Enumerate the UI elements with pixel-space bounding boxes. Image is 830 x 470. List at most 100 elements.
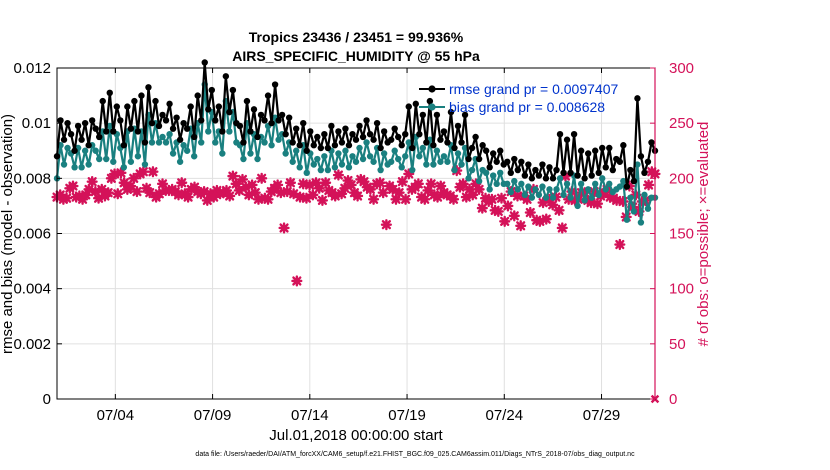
bias-point <box>451 166 458 174</box>
rmse-point <box>342 125 349 132</box>
rmse-point <box>212 117 219 124</box>
rmse-point <box>521 172 529 179</box>
bias-point <box>377 166 384 174</box>
bias-point <box>317 166 325 174</box>
rmse-point <box>92 125 99 132</box>
obs-marker <box>144 187 156 199</box>
rmse-point <box>454 122 462 130</box>
bias-point <box>282 150 289 157</box>
obs-marker <box>387 183 399 195</box>
y-axis-label-left: rmse and bias (model - observation) <box>0 114 16 354</box>
rmse-point <box>623 183 631 190</box>
rmse-point <box>349 131 356 138</box>
rmse-point <box>124 103 131 110</box>
bias-point <box>497 169 504 177</box>
rmse-point <box>356 122 363 130</box>
rmse-point <box>268 119 275 127</box>
rmse-point <box>162 117 170 124</box>
rmse-point <box>592 147 599 154</box>
bias-point <box>296 164 303 171</box>
y-tick-label-left: 0.008 <box>13 170 51 187</box>
obs-marker <box>511 190 524 202</box>
bias-point <box>553 186 560 193</box>
obs-marker <box>89 185 101 198</box>
y-tick-label-left: 0.012 <box>13 60 51 77</box>
bias-point <box>387 158 395 165</box>
bias-point <box>556 175 564 182</box>
rmse-point <box>451 144 458 152</box>
obs-marker <box>240 181 252 193</box>
obs-marker <box>329 190 341 202</box>
bias-point <box>511 177 518 185</box>
obs-marker <box>83 183 95 195</box>
bias-point <box>620 177 627 185</box>
rmse-point <box>159 111 166 119</box>
rmse-point <box>497 147 504 154</box>
bias-point <box>370 158 377 165</box>
obs-marker <box>310 177 322 189</box>
bias-point <box>458 161 465 168</box>
obs-marker <box>198 185 210 198</box>
rmse-point <box>525 161 532 168</box>
rmse-point <box>437 136 444 143</box>
y-tick-label-right: 50 <box>669 336 686 353</box>
rmse-point <box>584 150 592 157</box>
y-tick-label-left: 0.006 <box>13 226 51 243</box>
bias-point <box>391 147 398 154</box>
bias-point <box>398 164 405 171</box>
bias-point <box>166 131 173 138</box>
bias-point <box>489 172 497 179</box>
obs-marker <box>425 178 437 190</box>
bias-point <box>342 147 349 154</box>
rmse-point <box>166 100 173 108</box>
rmse-point <box>296 142 303 149</box>
bias-point <box>567 194 574 201</box>
rmse-point <box>556 131 564 138</box>
rmse-point <box>387 136 395 143</box>
rmse-point <box>307 128 314 135</box>
obs-marker <box>393 187 405 199</box>
obs-marker <box>275 187 287 199</box>
bias-point <box>630 208 638 215</box>
bias-point <box>321 153 328 160</box>
rmse-point <box>285 114 293 121</box>
y-tick-label-left: 0.01 <box>22 115 51 132</box>
rmse-point <box>416 131 423 138</box>
bias-point <box>419 144 427 152</box>
obs-marker <box>460 191 472 203</box>
x-tick-label: 07/19 <box>388 407 426 424</box>
rmse-point <box>595 169 602 177</box>
obs-marker <box>374 177 386 189</box>
obs-marker <box>288 188 300 200</box>
bias-point <box>486 186 493 193</box>
y-axis-label-right: # of obs: o=possible; ×=evaluated <box>695 122 712 347</box>
rmse-point <box>324 144 332 152</box>
bias-point <box>444 158 451 165</box>
rmse-point <box>405 103 412 110</box>
obs-marker <box>412 178 424 190</box>
rmse-point <box>458 139 465 146</box>
obs-marker <box>559 170 572 182</box>
bias-point <box>240 155 247 163</box>
obs-marker <box>230 178 242 190</box>
rmse-point <box>528 175 536 182</box>
legend-rmse-label: rmse grand pr = 0.0097407 <box>449 81 618 97</box>
obs-marker <box>537 197 549 209</box>
bias-point <box>518 180 525 188</box>
bias-point <box>423 161 430 168</box>
rmse-point <box>574 172 581 179</box>
obs-marker <box>86 176 98 188</box>
rmse-point <box>152 97 159 105</box>
rmse-point <box>602 164 609 171</box>
bias-point <box>475 177 483 185</box>
obs-marker <box>473 183 485 195</box>
rmse-point <box>317 144 325 152</box>
rmse-point <box>60 136 68 143</box>
bias-point <box>198 139 205 146</box>
obs-marker <box>358 176 370 188</box>
rmse-point <box>570 131 578 138</box>
rmse-point <box>113 103 121 110</box>
obs-marker <box>543 193 556 205</box>
rmse-point <box>148 119 156 127</box>
rmse-point <box>370 136 377 143</box>
